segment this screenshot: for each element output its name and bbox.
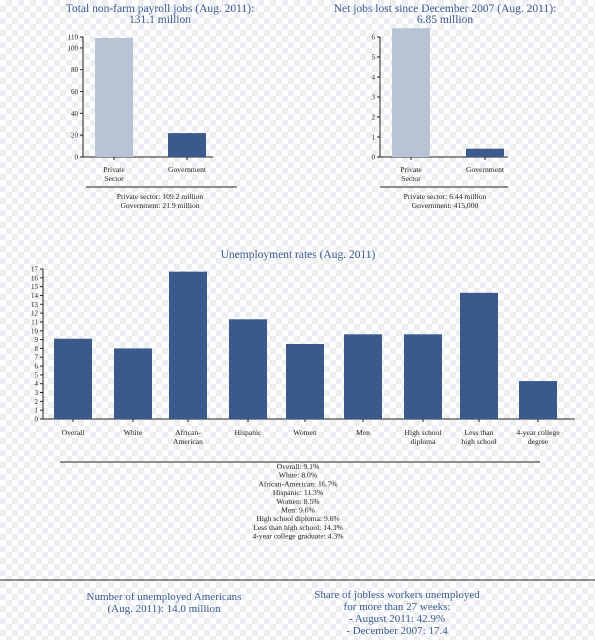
data-label-note: Private sector: 6.44 million [404, 192, 487, 201]
y-tick-label: 11 [31, 318, 38, 326]
y-tick-label: 0 [75, 154, 79, 162]
data-label-note: High school diploma: 9.6% [256, 514, 340, 523]
x-tick-label: American [173, 437, 203, 446]
y-tick-label: 5 [372, 54, 376, 62]
bar [114, 348, 152, 419]
x-tick-label: Sector [401, 174, 421, 183]
y-tick-label: 16 [31, 274, 39, 282]
y-tick-label: 100 [68, 44, 79, 52]
bar [169, 271, 207, 419]
y-tick-label: 8 [35, 345, 39, 353]
x-tick-label: Men [356, 428, 370, 437]
x-tick-label: Private [103, 165, 125, 174]
data-label-note: White: 8.0% [279, 471, 318, 480]
long-term-share-text: - December 2007: 17.4 [346, 625, 448, 637]
x-tick-label: Overall [62, 428, 85, 437]
data-label-note: Overall: 9.1% [277, 462, 320, 471]
data-label-note: Government: 415,000 [412, 201, 479, 210]
y-tick-label: 4 [35, 380, 39, 388]
y-tick-label: 12 [31, 310, 39, 318]
chart-title: Unemployment rates (Aug. 2011) [221, 249, 376, 261]
y-tick-label: 2 [35, 398, 39, 406]
y-tick-label: 0 [372, 154, 376, 162]
chart-subtitle: 6.85 million [417, 14, 473, 26]
y-tick-label: 3 [35, 389, 39, 397]
x-tick-label: diploma [411, 437, 437, 446]
y-tick-label: 6 [35, 363, 39, 371]
bar [466, 148, 504, 157]
chart-title: Total non-farm payroll jobs (Aug. 2011): [66, 3, 254, 15]
x-tick-label: High school [405, 428, 442, 437]
y-tick-label: 10 [31, 327, 39, 335]
long-term-share-text: - August 2011: 42.9% [349, 613, 445, 625]
x-tick-label: Women [293, 428, 317, 437]
chart-subtitle: 131.1 million [129, 14, 191, 26]
bar [344, 334, 382, 419]
data-label-note: Men: 9.6% [281, 506, 315, 515]
bar [404, 334, 442, 419]
bar [460, 292, 498, 419]
bar [168, 133, 206, 157]
x-tick-label: White [124, 428, 143, 437]
long-term-share-text: Share of jobless workers unemployed [314, 589, 480, 601]
data-label-note: Women: 8.5% [276, 497, 320, 506]
long-term-share-text: for more than 27 weeks: [344, 601, 451, 613]
x-tick-label: Private [400, 165, 422, 174]
x-tick-label: Less than [465, 428, 494, 437]
x-tick-label: Government [466, 165, 505, 174]
y-tick-label: 6 [372, 34, 376, 42]
bar [95, 37, 133, 157]
bar [54, 338, 92, 419]
y-tick-label: 9 [35, 336, 39, 344]
y-tick-label: 110 [68, 34, 79, 42]
bar [519, 381, 557, 419]
y-tick-label: 0 [35, 416, 39, 424]
data-label-note: Government: 21.9 million [120, 201, 199, 210]
y-tick-label: 15 [31, 283, 39, 291]
y-tick-label: 2 [372, 114, 376, 122]
data-label-note: Hispanic: 11.3% [273, 488, 324, 497]
x-tick-label: Hispanic [235, 428, 263, 437]
y-tick-label: 13 [31, 301, 39, 309]
bar [392, 28, 430, 158]
x-tick-label: Government [168, 165, 207, 174]
bar [229, 319, 267, 419]
y-tick-label: 14 [31, 292, 39, 300]
y-tick-label: 5 [35, 371, 39, 379]
x-tick-label: degree [528, 437, 549, 446]
x-tick-label: Sector [104, 174, 124, 183]
y-tick-label: 3 [372, 94, 376, 102]
y-tick-label: 7 [35, 354, 39, 362]
y-tick-label: 4 [372, 74, 376, 82]
x-tick-label: 4-year college [516, 428, 560, 437]
x-tick-label: African- [175, 428, 201, 437]
y-tick-label: 60 [71, 88, 79, 96]
chart-title: Net jobs lost since December 2007 (Aug. … [334, 3, 557, 15]
data-label-note: Private sector: 109.2 million [117, 192, 204, 201]
data-label-note: African-American: 16.7% [258, 479, 338, 488]
data-label-note: 4-year college graduate: 4.3% [252, 532, 344, 541]
y-tick-label: 1 [372, 134, 376, 142]
y-tick-label: 1 [35, 407, 39, 415]
y-tick-label: 20 [71, 132, 79, 140]
unemployed-count-text: Number of unemployed Americans [87, 591, 242, 603]
unemployed-count-text: (Aug. 2011): 14.0 million [108, 603, 221, 615]
y-tick-label: 17 [31, 266, 39, 274]
x-tick-label: high school [461, 437, 496, 446]
y-tick-label: 40 [71, 110, 79, 118]
y-tick-label: 80 [71, 66, 79, 74]
bar [286, 344, 324, 419]
data-label-note: Less than high school: 14.3% [253, 523, 343, 532]
